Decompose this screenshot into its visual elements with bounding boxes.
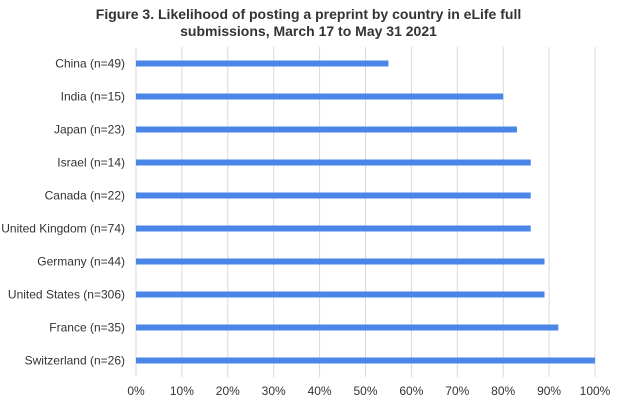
bars: [136, 60, 595, 364]
bar: [136, 159, 531, 166]
category-label: France (n=35): [49, 321, 125, 335]
category-label: Canada (n=22): [45, 189, 125, 203]
chart-title-line-2: submissions, March 17 to May 31 2021: [180, 23, 437, 39]
chart-title-line-1: Figure 3. Likelihood of posting a prepri…: [95, 6, 522, 22]
category-label: United Kingdom (n=74): [1, 222, 125, 236]
category-label: India (n=15): [61, 90, 125, 104]
x-tick-label: 50%: [353, 384, 377, 398]
bar: [136, 225, 531, 232]
bar: [136, 60, 389, 67]
x-tick-label: 30%: [262, 384, 286, 398]
bar: [136, 357, 595, 364]
bar: [136, 324, 559, 331]
category-label: Japan (n=23): [54, 123, 125, 137]
bar: [136, 291, 545, 298]
bar: [136, 126, 517, 133]
x-tick-label: 80%: [491, 384, 515, 398]
category-label: United States (n=306): [8, 288, 125, 302]
bar: [136, 93, 504, 100]
category-labels: China (n=49) India (n=15) Japan (n=23) Isra…: [1, 57, 125, 368]
x-tick-label: 100%: [580, 384, 611, 398]
x-tick-label: 90%: [537, 384, 561, 398]
category-label: Switzerland (n=26): [25, 354, 125, 368]
category-label: China (n=49): [55, 57, 125, 71]
x-tick-label: 70%: [445, 384, 469, 398]
x-tick-label: 10%: [170, 384, 194, 398]
category-label: Israel (n=14): [57, 156, 125, 170]
x-tick-label: 20%: [216, 384, 240, 398]
x-tick-label: 0%: [127, 384, 145, 398]
x-tick-label: 60%: [399, 384, 423, 398]
category-label: Germany (n=44): [37, 255, 125, 269]
x-tick-label: 40%: [308, 384, 332, 398]
bar: [136, 192, 531, 199]
gridlines: [135, 47, 596, 377]
x-tick-labels: 0% 10% 20% 30% 40% 50% 60% 70% 80% 90% 100%: [127, 384, 610, 398]
chart-title: Figure 3. Likelihood of posting a prepri…: [0, 6, 617, 40]
bar: [136, 258, 545, 265]
